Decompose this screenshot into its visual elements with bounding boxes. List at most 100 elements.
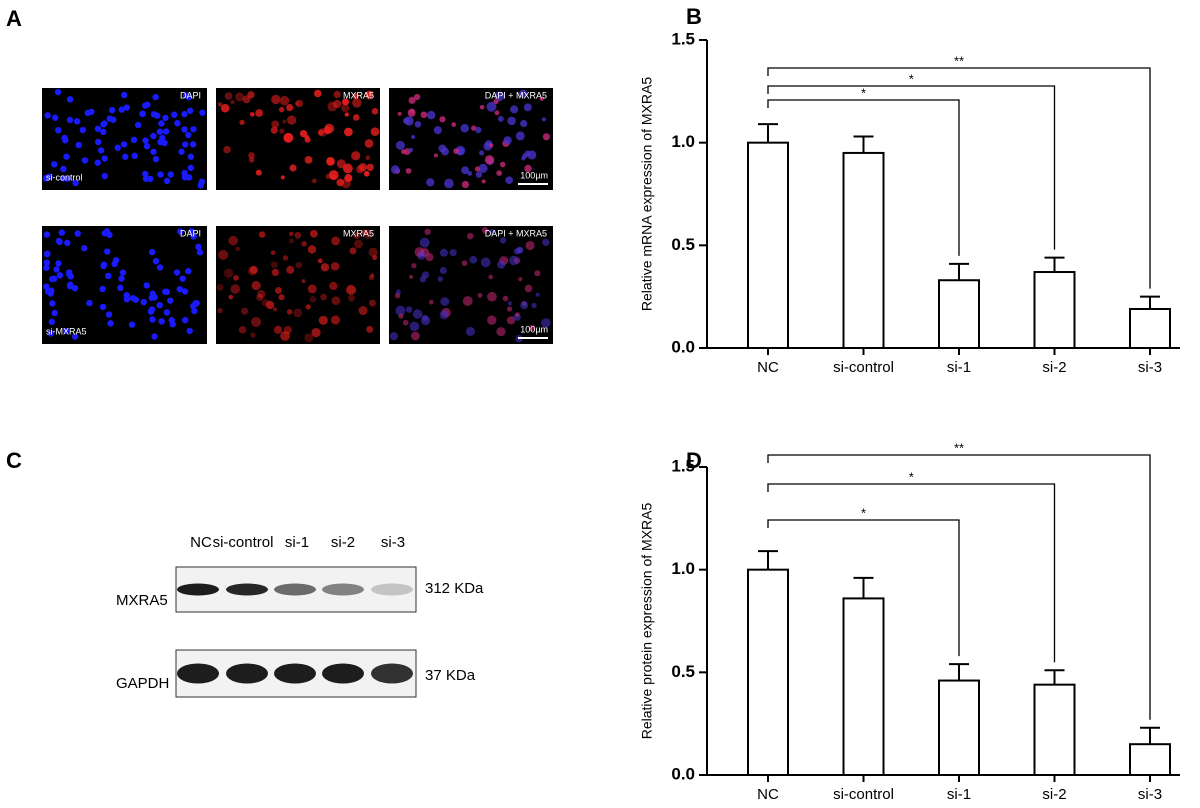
x-tick-label: si-3 xyxy=(1138,786,1162,803)
cell-signal xyxy=(402,319,409,326)
cell-signal xyxy=(279,128,285,134)
nucleus xyxy=(178,148,185,155)
cell-signal xyxy=(356,165,365,174)
cell-signal xyxy=(278,106,285,113)
cell-signal xyxy=(304,333,314,343)
cell-signal xyxy=(479,104,485,110)
nucleus xyxy=(185,131,192,139)
nucleus xyxy=(181,126,188,133)
cell-signal xyxy=(349,247,357,255)
significance-bracket xyxy=(767,483,1056,663)
nucleus xyxy=(189,141,197,148)
significance-bracket xyxy=(767,99,960,256)
nucleus xyxy=(187,164,195,172)
nucleus xyxy=(179,275,186,282)
x-tick-label: si-control xyxy=(833,786,894,803)
cell-signal xyxy=(271,120,280,129)
nucleus xyxy=(150,132,157,140)
cell-signal xyxy=(444,178,454,189)
nucleus xyxy=(101,155,108,162)
cell-signal xyxy=(352,93,359,100)
cell-signal xyxy=(419,237,430,248)
cell-signal xyxy=(426,178,435,187)
cell-signal xyxy=(461,260,468,267)
cell-signal xyxy=(486,101,497,112)
significance-label: * xyxy=(861,505,866,520)
protein-band xyxy=(371,663,413,684)
cell-signal xyxy=(518,277,523,282)
cell-signal xyxy=(403,117,410,125)
cell-signal xyxy=(235,92,245,102)
y-axis-label: Relative protein expression of MXRA5 xyxy=(639,503,655,740)
cell-signal xyxy=(218,249,229,260)
cell-signal xyxy=(499,237,507,244)
nucleus xyxy=(44,250,51,257)
nucleus xyxy=(114,144,121,151)
nucleus xyxy=(190,126,197,133)
nucleus xyxy=(105,311,113,318)
cell-signal xyxy=(270,261,278,269)
significance-label: * xyxy=(909,469,914,484)
cell-signal xyxy=(289,231,294,236)
cell-signal xyxy=(474,166,481,172)
scale-label: 100µm xyxy=(520,170,548,180)
cell-signal xyxy=(515,312,520,317)
significance-label: ** xyxy=(954,440,964,455)
cell-signal xyxy=(230,100,235,105)
nucleus xyxy=(52,114,59,121)
nucleus xyxy=(47,330,55,337)
nucleus xyxy=(159,134,166,142)
nucleus xyxy=(86,299,93,307)
cell-signal xyxy=(535,292,540,297)
protein-label: MXRA5 xyxy=(116,592,168,609)
cell-signal xyxy=(439,248,448,257)
cell-signal xyxy=(324,123,335,134)
cell-signal xyxy=(325,173,331,180)
nucleus xyxy=(81,157,89,164)
cell-signal xyxy=(274,286,282,294)
nucleus xyxy=(143,143,151,150)
micrograph xyxy=(42,88,207,190)
nucleus xyxy=(101,172,108,180)
panel-label: D xyxy=(686,448,702,473)
nucleus xyxy=(43,264,50,271)
cell-signal xyxy=(503,136,512,145)
cell-signal xyxy=(294,101,300,106)
cell-signal xyxy=(353,239,363,249)
nucleus xyxy=(100,128,107,136)
y-axis-label: Relative mRNA expression of MXRA5 xyxy=(639,77,655,311)
nucleus xyxy=(64,239,71,247)
nucleus xyxy=(181,316,189,324)
cell-signal xyxy=(521,156,526,161)
nucleus xyxy=(62,327,70,335)
nucleus xyxy=(112,257,120,264)
cell-signal xyxy=(342,163,353,174)
cell-signal xyxy=(405,306,413,313)
cell-signal xyxy=(465,326,475,336)
cell-signal xyxy=(475,171,483,178)
nucleus xyxy=(139,110,147,117)
cell-signal xyxy=(257,290,266,299)
cell-signal xyxy=(527,150,537,160)
nucleus xyxy=(171,111,178,118)
cell-signal xyxy=(534,270,541,277)
nucleus xyxy=(151,333,158,340)
micrograph xyxy=(216,226,380,344)
nucleus xyxy=(118,275,125,282)
nucleus xyxy=(49,300,56,307)
cell-signal xyxy=(364,139,374,148)
error-bar xyxy=(853,135,874,153)
cell-signal xyxy=(366,163,374,172)
cell-signal xyxy=(461,166,470,175)
cell-signal xyxy=(341,103,350,113)
nucleus xyxy=(196,249,204,256)
panel-label: A xyxy=(6,6,22,31)
cell-signal xyxy=(330,174,337,180)
cell-signal xyxy=(233,274,239,281)
nucleus xyxy=(106,115,113,122)
nucleus xyxy=(67,281,74,288)
nucleus xyxy=(183,92,190,99)
error-bar xyxy=(1140,726,1160,745)
cell-signal xyxy=(541,117,547,122)
condition-label: si-MXRA5 xyxy=(46,326,87,336)
